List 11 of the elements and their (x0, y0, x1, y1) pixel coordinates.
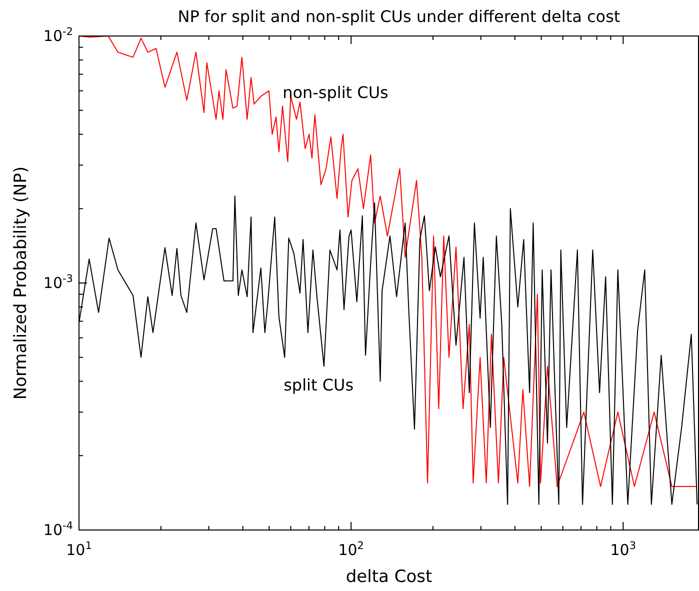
chart-title: NP for split and non-split CUs under different delta cost (178, 7, 620, 26)
x-tick-label: 10$^{3}$ (610, 540, 636, 559)
series-label: split CUs (284, 375, 354, 394)
x-tick-label: 10$^{2}$ (338, 540, 364, 559)
y-tick-label: 10$^{-2}$ (43, 26, 73, 45)
x-tick-label: 10$^{1}$ (66, 540, 92, 559)
y-tick-label: 10$^{-4}$ (43, 520, 74, 539)
y-axis-title: Normalized Probability (NP) (11, 166, 31, 400)
series-label: non-split CUs (282, 83, 388, 102)
y-tick-label: 10$^{-3}$ (43, 273, 73, 292)
x-axis-title: delta Cost (346, 567, 432, 587)
